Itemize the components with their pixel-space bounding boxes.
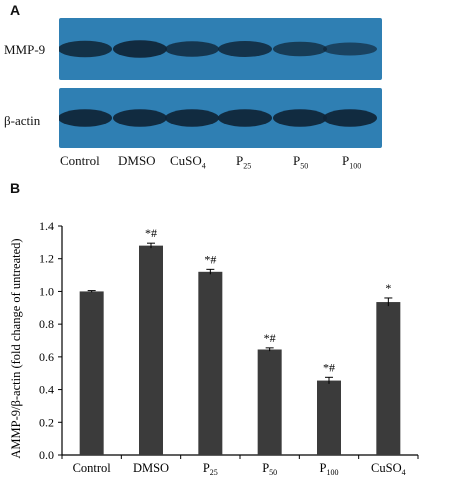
x-tick-label: P25 [203,461,218,477]
blot-band [113,109,167,127]
bar [317,380,341,455]
bar [257,349,282,455]
significance-label: *# [204,252,216,266]
lane-label: P100 [342,153,362,171]
lane-label: DMSO [118,153,156,168]
mmp9-blot-svg [59,40,377,58]
blot-band [113,40,167,58]
blot-band [273,41,327,57]
y-tick-label: 0.2 [39,415,54,429]
blot-band [59,40,112,58]
blot-band [218,109,272,127]
beta-actin-row-label: β-actin [4,113,41,128]
y-tick-label: 1.0 [39,284,54,298]
beta-actin-blot-svg [59,109,377,127]
y-tick-label: 1.4 [39,219,54,233]
bar [198,271,223,455]
blot-band [218,41,272,57]
y-tick-label: 0.0 [39,448,54,462]
bar [79,291,104,455]
x-tick-label: CuSO4 [371,461,406,477]
mmp9-row-label: MMP-9 [4,42,46,57]
blot-band [323,109,377,127]
significance-label: * [385,281,391,295]
y-tick-label: 1.2 [39,252,54,266]
blot-band [323,42,377,56]
significance-label: *# [145,226,157,240]
blot-band [165,109,219,127]
lane-label: P25 [236,153,252,171]
blot-band [59,109,112,127]
mmp9-blot [59,18,382,80]
blot-band [273,109,327,127]
y-tick-label: 0.6 [39,350,54,364]
panel-a-label: A [10,2,21,18]
panel-b-label: B [10,180,21,196]
y-axis-label: AMMP-9/β-actin (fold change of untreated… [9,238,23,458]
lane-label: P50 [293,153,309,171]
x-tick-label: P100 [320,461,339,477]
lane-label: Control [60,153,100,168]
x-tick-label: Control [73,461,112,475]
x-tick-label: DMSO [133,461,169,475]
x-tick-label: P50 [262,461,277,477]
lane-label: CuSO4 [170,153,206,171]
significance-label: *# [264,331,276,345]
y-tick-label: 0.8 [39,317,54,331]
significance-label: *# [323,360,335,374]
blot-band [165,41,219,57]
y-tick-label: 0.4 [39,383,54,397]
bar [139,245,163,455]
bar [376,302,401,455]
beta-actin-blot [59,88,382,148]
